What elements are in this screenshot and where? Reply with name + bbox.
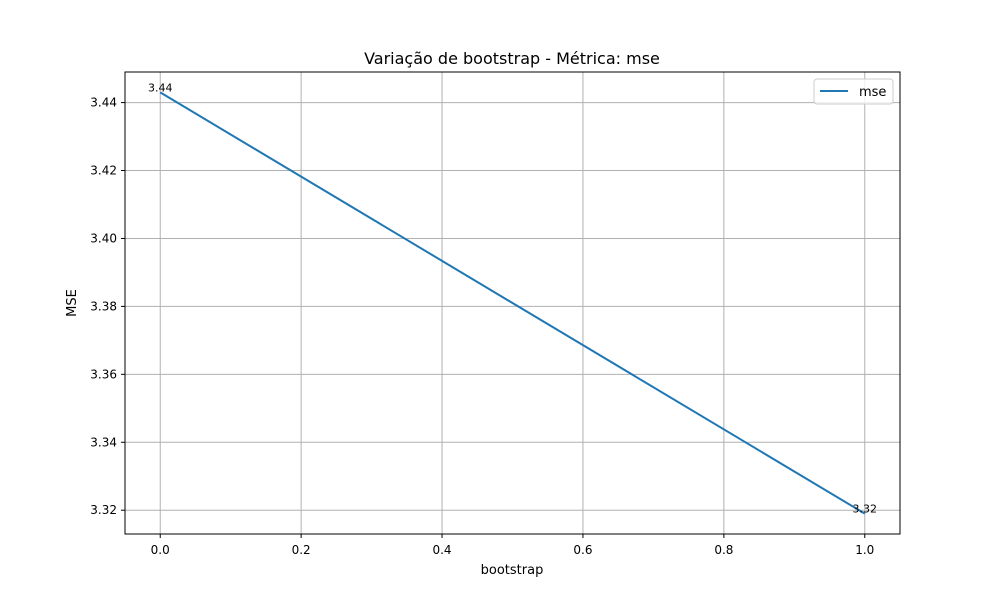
legend-label: mse: [859, 85, 886, 100]
data-label: 3.32: [853, 503, 878, 516]
y-axis: 3.32 3.34 3.36 3.38 3.40 3.42 3.44: [90, 96, 125, 517]
legend: mse: [813, 78, 894, 105]
x-axis: 0.0 0.2 0.4 0.6 0.8 1.0: [151, 534, 874, 557]
data-labels: 3.44 3.32: [148, 81, 877, 515]
x-tick-label: 0.8: [714, 543, 733, 557]
series-layer: [159, 91, 866, 515]
y-tick-label: 3.42: [90, 164, 117, 178]
data-label: 3.44: [148, 81, 173, 94]
y-tick-label: 3.36: [90, 367, 117, 381]
x-tick-label: 0.6: [573, 543, 592, 557]
x-axis-label: bootstrap: [481, 563, 544, 578]
x-tick-label: 0.2: [292, 543, 311, 557]
x-tick-label: 0.0: [151, 543, 170, 557]
y-tick-label: 3.40: [90, 231, 117, 245]
chart-title: Variação de bootstrap - Métrica: mse: [364, 49, 660, 68]
x-tick-label: 1.0: [855, 543, 874, 557]
legend-box: [813, 78, 894, 105]
y-tick-label: 3.38: [90, 299, 117, 313]
grid: [125, 72, 900, 534]
plot-frame: [124, 71, 901, 535]
y-axis-label: MSE: [65, 289, 80, 317]
y-tick-label: 3.44: [90, 96, 117, 110]
y-tick-label: 3.32: [90, 503, 117, 517]
series-line-mse: [159, 91, 866, 515]
x-tick-label: 0.4: [432, 543, 451, 557]
y-tick-label: 3.34: [90, 435, 117, 449]
